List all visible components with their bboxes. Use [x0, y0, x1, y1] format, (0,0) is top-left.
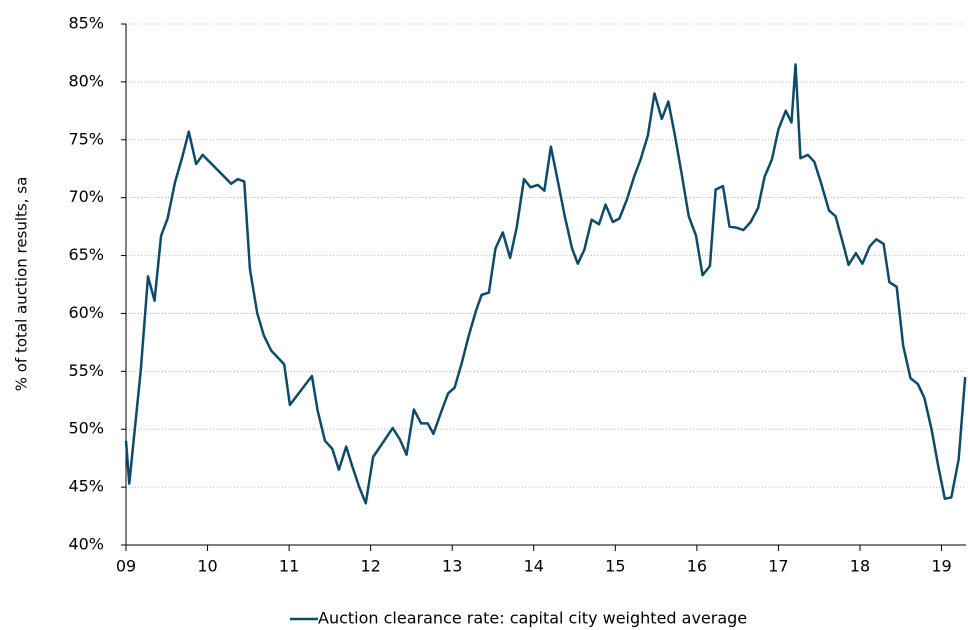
- y-tick-label: 70%: [68, 187, 104, 206]
- x-tick-label: 10: [197, 557, 217, 576]
- x-tick-label: 11: [279, 557, 299, 576]
- x-tick-label: 17: [768, 557, 788, 576]
- x-tick-label: 12: [360, 557, 380, 576]
- y-tick-label: 85%: [68, 14, 104, 33]
- x-tick-label: 18: [850, 557, 870, 576]
- x-tick-label: 13: [442, 557, 462, 576]
- y-tick-label: 65%: [68, 245, 104, 264]
- x-tick-label: 19: [931, 557, 951, 576]
- x-tick-label: 15: [605, 557, 625, 576]
- x-tick-label: 09: [116, 557, 136, 576]
- y-tick-label: 55%: [68, 361, 104, 380]
- y-tick-label: 40%: [68, 535, 104, 554]
- y-tick-label: 80%: [68, 71, 104, 90]
- legend-label: Auction clearance rate: capital city wei…: [318, 609, 747, 628]
- x-tick-label: 14: [524, 557, 544, 576]
- y-axis-label: % of total auction results, sa: [13, 177, 31, 392]
- y-tick-label: 75%: [68, 129, 104, 148]
- data-line: [124, 63, 967, 505]
- y-tick-label: 60%: [68, 303, 104, 322]
- y-tick-label: 50%: [68, 419, 104, 438]
- x-tick-label: 16: [687, 557, 707, 576]
- y-tick-label: 45%: [68, 477, 104, 496]
